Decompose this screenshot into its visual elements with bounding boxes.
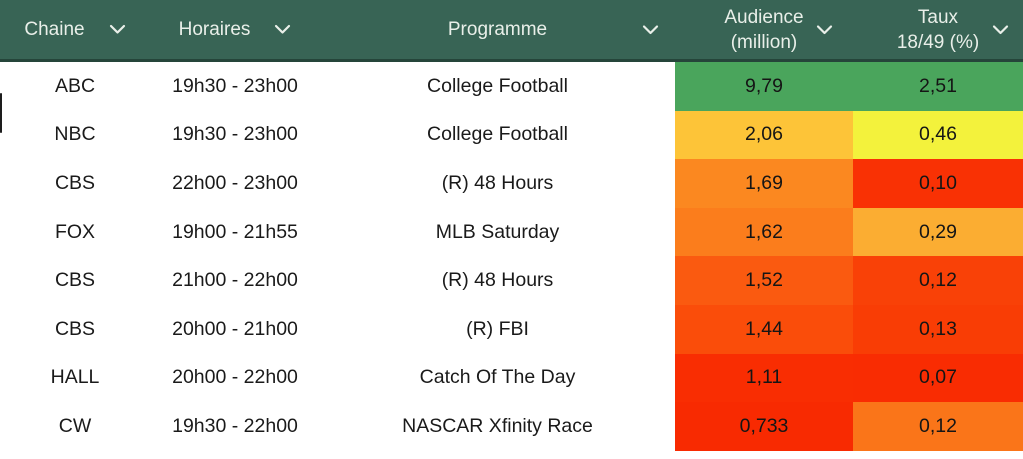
table-row: FOX 19h00 - 21h55 MLB Saturday 1,62 0,29 (0, 207, 1023, 257)
column-header-programme[interactable]: Programme (320, 0, 675, 59)
cell-horaires: 21h00 - 22h00 (172, 269, 298, 292)
cell-audience: 1,11 (675, 353, 853, 403)
column-header-audience-label: Audience (million) (724, 6, 804, 53)
cell-programme: (R) 48 Hours (441, 269, 554, 292)
column-header-horaires-label: Horaires (178, 18, 251, 40)
cell-audience: 1,52 (675, 256, 853, 305)
cell-audience: 0,733 (675, 402, 853, 451)
chevron-down-icon[interactable] (992, 24, 1009, 35)
cell-chaine: CBS (54, 317, 96, 340)
chevron-down-icon[interactable] (274, 24, 291, 35)
column-header-audience[interactable]: Audience (million) (675, 0, 853, 59)
cell-taux: 0,13 (853, 304, 1023, 354)
cell-audience: 1,69 (675, 159, 853, 208)
cell-programme: Catch Of The Day (419, 366, 576, 389)
cell-chaine: HALL (50, 366, 100, 389)
column-header-taux[interactable]: Taux 18/49 (%) (853, 0, 1023, 59)
cell-horaires: 19h30 - 23h00 (172, 74, 298, 97)
cell-horaires: 22h00 - 23h00 (172, 171, 298, 194)
cell-chaine: FOX (54, 220, 96, 243)
cell-chaine: CBS (54, 269, 96, 292)
cell-taux: 0,46 (853, 110, 1023, 160)
cell-programme: College Football (427, 123, 568, 146)
cell-programme: College Football (427, 74, 568, 97)
column-header-horaires[interactable]: Horaires (150, 0, 320, 59)
table-row: CBS 22h00 - 23h00 (R) 48 Hours 1,69 0,10 (0, 159, 1023, 208)
chevron-down-icon[interactable] (109, 24, 126, 35)
cell-horaires: 20h00 - 22h00 (172, 366, 298, 389)
cell-taux: 0,12 (853, 402, 1023, 451)
column-header-chaine[interactable]: Chaine (0, 0, 150, 59)
cell-programme: (R) 48 Hours (441, 171, 554, 194)
column-header-programme-label: Programme (447, 18, 548, 40)
column-header-taux-label: Taux 18/49 (%) (896, 6, 980, 53)
cell-audience: 1,62 (675, 207, 853, 257)
chevron-down-icon[interactable] (816, 24, 833, 35)
cell-chaine: CW (58, 414, 92, 437)
cell-horaires: 20h00 - 21h00 (172, 317, 298, 340)
cell-audience: 1,44 (675, 304, 853, 354)
scrollbar-thumb[interactable] (0, 93, 2, 133)
cell-audience: 2,06 (675, 110, 853, 160)
cell-programme: NASCAR Xfinity Race (402, 414, 593, 437)
cell-chaine: CBS (54, 171, 96, 194)
table-row: CBS 20h00 - 21h00 (R) FBI 1,44 0,13 (0, 304, 1023, 354)
table-row: ABC 19h30 - 23h00 College Football 9,79 … (0, 62, 1023, 111)
cell-audience: 9,79 (675, 62, 853, 111)
cell-horaires: 19h30 - 22h00 (172, 414, 298, 437)
chevron-down-icon[interactable] (642, 24, 659, 35)
table-row: CW 19h30 - 22h00 NASCAR Xfinity Race 0,7… (0, 402, 1023, 451)
cell-programme: MLB Saturday (435, 220, 560, 243)
table-row: HALL 20h00 - 22h00 Catch Of The Day 1,11… (0, 353, 1023, 403)
column-header-chaine-label: Chaine (24, 18, 85, 40)
cell-horaires: 19h00 - 21h55 (172, 220, 298, 243)
cell-horaires: 19h30 - 23h00 (172, 123, 298, 146)
table-header-row: Chaine Horaires Programme Audience (0, 0, 1023, 62)
table-row: CBS 21h00 - 22h00 (R) 48 Hours 1,52 0,12 (0, 256, 1023, 305)
cell-taux: 0,10 (853, 159, 1023, 208)
table-row: NBC 19h30 - 23h00 College Football 2,06 … (0, 110, 1023, 160)
cell-programme: (R) FBI (466, 317, 529, 340)
cell-taux: 0,29 (853, 207, 1023, 257)
cell-chaine: ABC (54, 74, 96, 97)
cell-taux: 0,07 (853, 353, 1023, 403)
cell-chaine: NBC (54, 123, 96, 146)
table-body: ABC 19h30 - 23h00 College Football 9,79 … (0, 62, 1023, 451)
cell-taux: 0,12 (853, 256, 1023, 305)
cell-taux: 2,51 (853, 62, 1023, 111)
